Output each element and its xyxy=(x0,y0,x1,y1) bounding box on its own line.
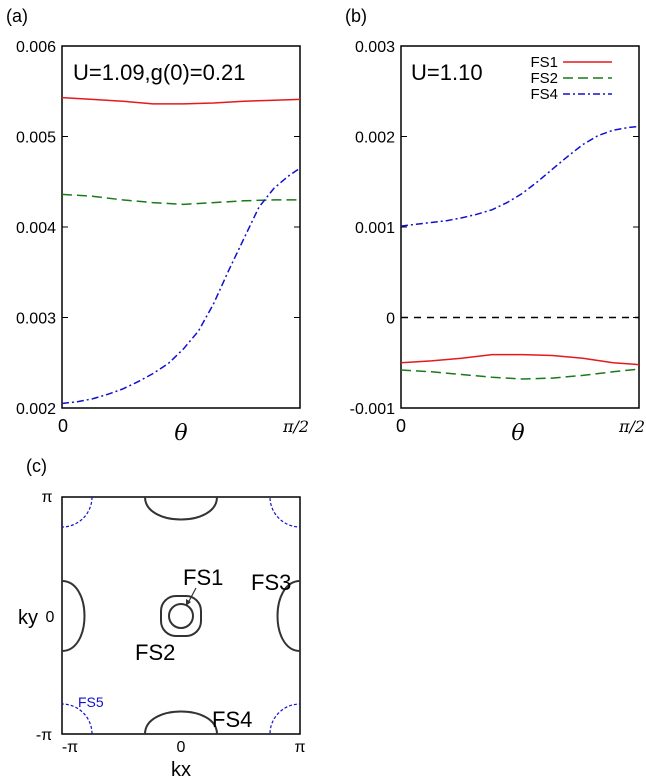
annotation-a: U=1.09,g(0)=0.21 xyxy=(73,60,245,85)
fs1-pocket xyxy=(168,603,194,629)
fs1-label: FS1 xyxy=(183,565,223,590)
fs-xtick-mid: 0 xyxy=(177,739,186,756)
fs1-pointer xyxy=(187,587,197,604)
fs1-arrowhead xyxy=(186,599,191,606)
panel-label-a: (a) xyxy=(6,6,28,26)
xlabel-b: θ xyxy=(511,421,524,446)
panel-label-b: (b) xyxy=(345,6,367,26)
series-line-b-2 xyxy=(400,125,640,227)
fs-ytick-bottom: -π xyxy=(36,727,52,744)
fs4-label: FS4 xyxy=(212,707,252,732)
ytick-label-b-1: 0 xyxy=(386,311,395,328)
fs2-pocket xyxy=(160,595,202,637)
fs-xtick-right: π xyxy=(294,739,305,756)
chart-panel-a: U=1.09,g(0)=0.21 0.002 0.003 0.004 0.005 0.0… xyxy=(16,39,309,446)
series-line-b-1 xyxy=(400,368,640,380)
ytick-label-b-4: 0.003 xyxy=(355,39,395,56)
fs3-pocket-right xyxy=(276,579,300,653)
fs-ytick-top: π xyxy=(41,489,52,506)
ytick-label-a-3: 0.005 xyxy=(16,130,56,147)
ytick-label-a-1: 0.003 xyxy=(16,311,56,328)
fs4-pocket-top xyxy=(143,497,219,521)
xlabel-a: θ xyxy=(174,421,187,446)
fs-plot-frame xyxy=(61,496,301,735)
series-line-b-0 xyxy=(400,353,640,366)
plot-frame-b xyxy=(400,45,640,409)
series-line-a-0 xyxy=(61,96,301,105)
fermi-surface-panel: FS1 FS2 FS3 FS4 FS5 π 0 -π ky -π 0 π kx xyxy=(18,489,306,781)
ytick-label-a-2: 0.004 xyxy=(16,220,56,237)
panel-label-c: (c) xyxy=(26,456,47,476)
xtick-label-b-1: π/2 xyxy=(618,417,645,436)
ytick-label-b-0: -0.001 xyxy=(350,401,395,418)
legend-label-fs1: FS1 xyxy=(530,54,558,71)
annotation-b: U=1.10 xyxy=(411,60,483,85)
fs4-pocket-bottom xyxy=(143,710,219,734)
ytick-label-a-0: 0.002 xyxy=(16,401,56,418)
xtick-label-b-0: 0 xyxy=(396,416,406,436)
xtick-label-a-0: 0 xyxy=(58,416,68,436)
fs3-pocket-left xyxy=(62,579,86,653)
xtick-label-a-1: π/2 xyxy=(282,417,309,436)
fs-xlabel: kx xyxy=(171,759,191,781)
fs3-label: FS3 xyxy=(251,570,291,595)
ytick-label-b-3: 0.002 xyxy=(355,130,395,147)
ytick-label-a-4: 0.006 xyxy=(16,39,56,56)
ytick-label-b-2: 0.001 xyxy=(355,220,395,237)
legend-label-fs4: FS4 xyxy=(530,86,558,103)
fs-xtick-left: -π xyxy=(62,739,78,756)
legend-label-fs2: FS2 xyxy=(530,70,558,87)
series-line-a-2 xyxy=(61,167,301,405)
fs-ytick-mid: 0 xyxy=(46,609,55,626)
fs2-label: FS2 xyxy=(135,640,175,665)
fs-ylabel: ky xyxy=(18,607,38,629)
fs5-label: FS5 xyxy=(78,694,104,710)
